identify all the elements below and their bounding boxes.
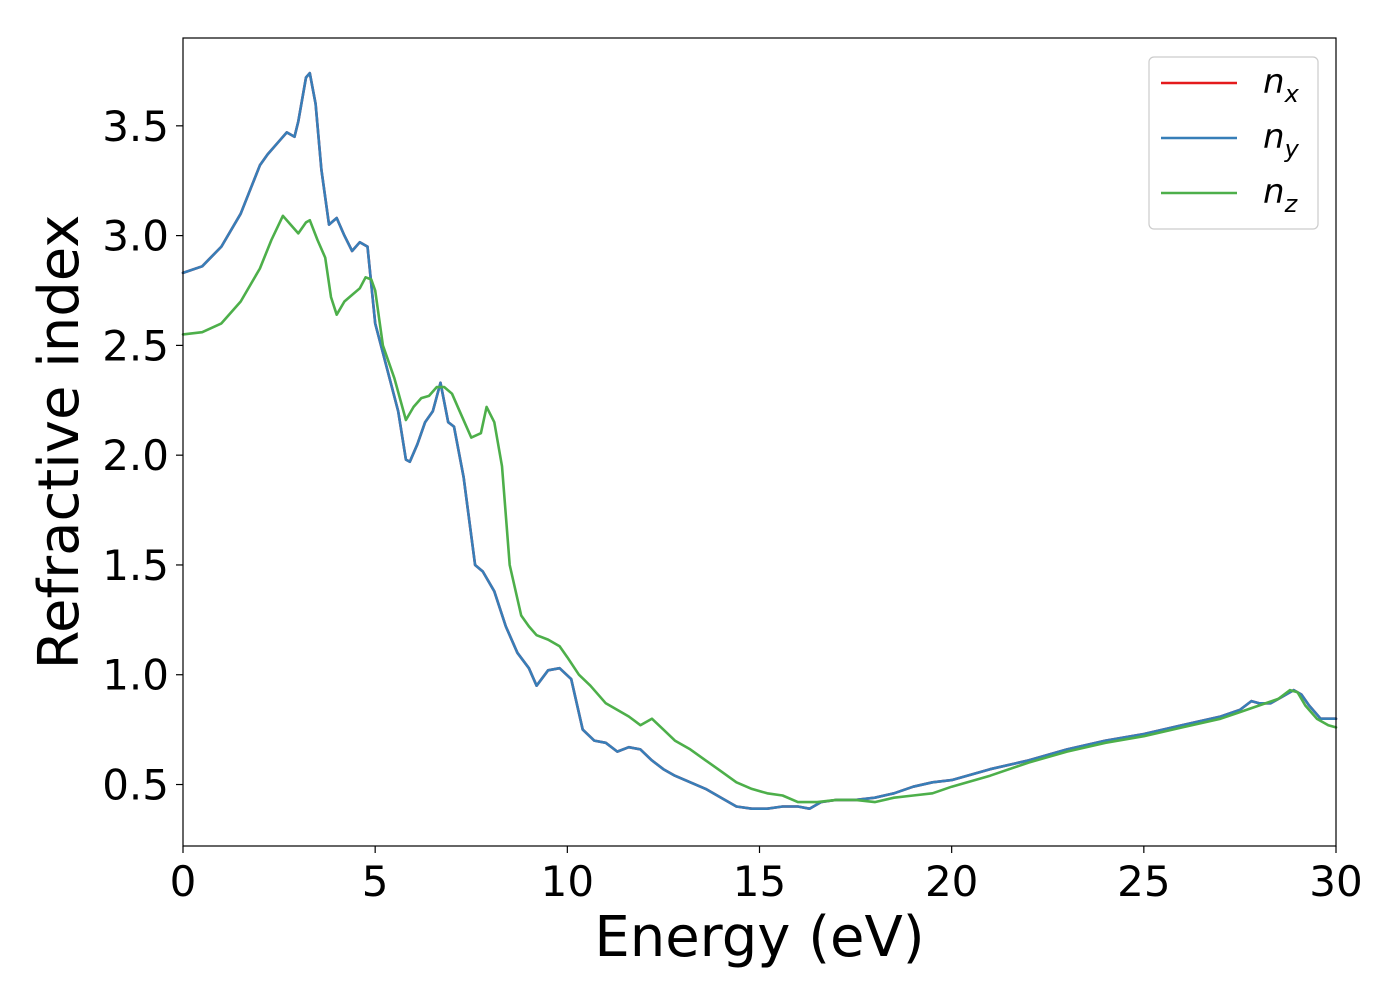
legend-entry-subscript: x: [1284, 80, 1300, 108]
legend-entry-base: n: [1263, 62, 1285, 102]
x-tick-label: 20: [925, 857, 978, 906]
legend-entry-base: n: [1263, 172, 1285, 212]
series-layer: [181, 71, 1338, 810]
legend-entry-n-x: nx: [1263, 62, 1300, 108]
plot-area: [183, 38, 1336, 846]
series-line-n-y: [181, 71, 1338, 810]
y-axis-label: Refractive index: [27, 215, 92, 670]
legend-box: [1148, 56, 1319, 230]
x-tick-label: 30: [1309, 857, 1362, 906]
x-tick-label: 10: [541, 857, 594, 906]
series-line-n-z: [181, 214, 1338, 804]
x-axis-ticks: 0 5 10 15 20 25 30: [170, 846, 1363, 906]
legend-entry-subscript: z: [1284, 190, 1299, 218]
y-tick-label: 3.0: [102, 212, 169, 261]
legend-entry-n-z: nz: [1263, 172, 1299, 218]
y-tick-label: 2.5: [102, 321, 169, 370]
x-tick-label: 25: [1117, 857, 1170, 906]
legend-entry-base: n: [1263, 117, 1285, 157]
x-tick-label: 15: [733, 857, 786, 906]
y-tick-label: 3.5: [102, 102, 169, 151]
y-tick-label: 1.5: [102, 541, 169, 590]
x-tick-label: 5: [362, 857, 389, 906]
y-tick-label: 2.0: [102, 431, 169, 480]
y-tick-label: 0.5: [102, 761, 169, 810]
y-axis-ticks: 0.5 1.0 1.5 2.0 2.5 3.0 3.5: [102, 102, 183, 810]
x-tick-label: 0: [170, 857, 197, 906]
legend-entry-subscript: y: [1284, 135, 1300, 163]
y-tick-label: 1.0: [102, 651, 169, 700]
legend-entry-n-y: ny: [1263, 117, 1300, 163]
x-axis-label: Energy (eV): [594, 905, 924, 970]
